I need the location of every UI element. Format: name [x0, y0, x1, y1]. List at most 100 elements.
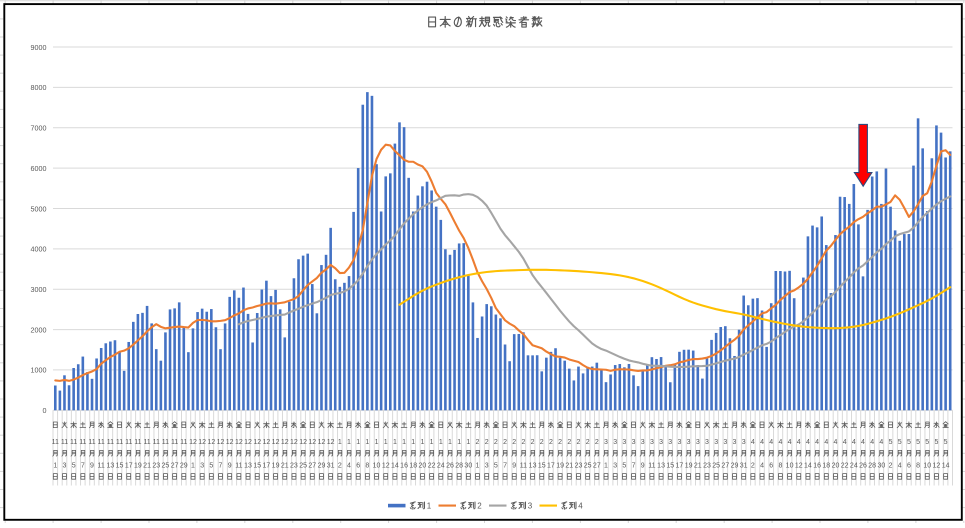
svg-text:3: 3 [622, 439, 626, 446]
svg-text:23: 23 [290, 462, 298, 469]
svg-text:3: 3 [200, 462, 204, 469]
svg-text:0: 0 [43, 406, 47, 415]
svg-text:3: 3 [604, 439, 608, 446]
svg-text:11: 11 [648, 462, 655, 469]
svg-text:4: 4 [769, 439, 773, 446]
svg-text:25: 25 [162, 462, 170, 469]
svg-text:8: 8 [365, 462, 369, 469]
svg-text:12: 12 [272, 439, 280, 446]
svg-text:19: 19 [272, 462, 280, 469]
svg-text:11: 11 [171, 439, 178, 446]
svg-text:12: 12 [795, 462, 803, 469]
svg-text:2: 2 [577, 439, 581, 446]
svg-text:22: 22 [841, 462, 849, 469]
svg-text:3: 3 [485, 462, 489, 469]
svg-text:31: 31 [327, 462, 335, 469]
svg-text:5: 5 [72, 462, 76, 469]
svg-text:17: 17 [547, 462, 555, 469]
svg-text:13: 13 [529, 462, 537, 469]
svg-text:25: 25 [299, 462, 307, 469]
svg-text:2: 2 [477, 502, 482, 511]
svg-text:3: 3 [723, 439, 727, 446]
svg-text:11: 11 [153, 439, 160, 446]
svg-text:25: 25 [584, 462, 592, 469]
svg-text:1: 1 [476, 462, 480, 469]
svg-text:5: 5 [907, 439, 911, 446]
svg-text:29: 29 [731, 462, 739, 469]
svg-text:1: 1 [393, 439, 397, 446]
svg-text:2: 2 [595, 439, 599, 446]
svg-text:21: 21 [143, 462, 151, 469]
svg-text:11: 11 [70, 439, 77, 446]
svg-text:5: 5 [622, 462, 626, 469]
svg-text:11: 11 [107, 439, 114, 446]
svg-text:12: 12 [318, 439, 326, 446]
svg-text:23: 23 [152, 462, 160, 469]
svg-text:1: 1 [191, 462, 195, 469]
svg-text:19: 19 [556, 462, 564, 469]
svg-text:1: 1 [420, 439, 424, 446]
svg-text:2: 2 [338, 462, 342, 469]
svg-text:2: 2 [494, 439, 498, 446]
svg-text:8: 8 [916, 462, 920, 469]
svg-text:29: 29 [180, 462, 188, 469]
svg-text:7: 7 [81, 462, 85, 469]
svg-text:5: 5 [898, 439, 902, 446]
svg-text:4: 4 [760, 462, 764, 469]
svg-text:4: 4 [815, 439, 819, 446]
svg-text:3: 3 [613, 439, 617, 446]
svg-text:12: 12 [226, 439, 234, 446]
svg-text:5: 5 [916, 439, 920, 446]
svg-text:2: 2 [512, 439, 516, 446]
svg-text:2: 2 [503, 439, 507, 446]
svg-text:12: 12 [244, 439, 252, 446]
svg-text:8: 8 [778, 462, 782, 469]
svg-text:30: 30 [877, 462, 885, 469]
svg-text:11: 11 [143, 439, 150, 446]
svg-text:3: 3 [742, 439, 746, 446]
svg-text:12: 12 [253, 439, 261, 446]
svg-text:3: 3 [650, 439, 654, 446]
svg-text:12: 12 [281, 439, 289, 446]
svg-text:4: 4 [778, 439, 782, 446]
svg-text:18: 18 [822, 462, 830, 469]
svg-text:2: 2 [521, 439, 525, 446]
svg-text:5000: 5000 [31, 204, 47, 213]
svg-text:21: 21 [565, 462, 573, 469]
svg-text:26: 26 [859, 462, 867, 469]
svg-text:11: 11 [125, 439, 132, 446]
svg-text:1: 1 [356, 439, 360, 446]
svg-text:7: 7 [632, 462, 636, 469]
svg-text:27: 27 [171, 462, 179, 469]
svg-text:21: 21 [694, 462, 702, 469]
svg-text:2: 2 [751, 462, 755, 469]
svg-text:9: 9 [512, 462, 516, 469]
svg-text:21: 21 [281, 462, 289, 469]
svg-text:20: 20 [419, 462, 427, 469]
svg-text:10: 10 [373, 462, 381, 469]
svg-text:3: 3 [641, 439, 645, 446]
svg-text:7: 7 [219, 462, 223, 469]
svg-text:1000: 1000 [31, 366, 47, 375]
svg-text:23: 23 [703, 462, 711, 469]
svg-text:11: 11 [52, 439, 59, 446]
svg-text:17: 17 [263, 462, 271, 469]
svg-text:3: 3 [733, 439, 737, 446]
svg-text:11: 11 [180, 439, 187, 446]
svg-text:13: 13 [106, 462, 114, 469]
svg-text:24: 24 [850, 462, 858, 469]
svg-text:2: 2 [558, 439, 562, 446]
svg-text:1: 1 [402, 439, 406, 446]
svg-text:3: 3 [677, 439, 681, 446]
svg-text:2: 2 [567, 439, 571, 446]
svg-text:11: 11 [88, 439, 95, 446]
svg-text:26: 26 [446, 462, 454, 469]
svg-text:1: 1 [411, 439, 415, 446]
svg-text:28: 28 [868, 462, 876, 469]
svg-text:24: 24 [437, 462, 445, 469]
svg-text:5: 5 [934, 439, 938, 446]
svg-text:2: 2 [889, 462, 893, 469]
svg-text:3: 3 [668, 439, 672, 446]
svg-text:16: 16 [813, 462, 821, 469]
svg-text:3: 3 [528, 502, 533, 511]
